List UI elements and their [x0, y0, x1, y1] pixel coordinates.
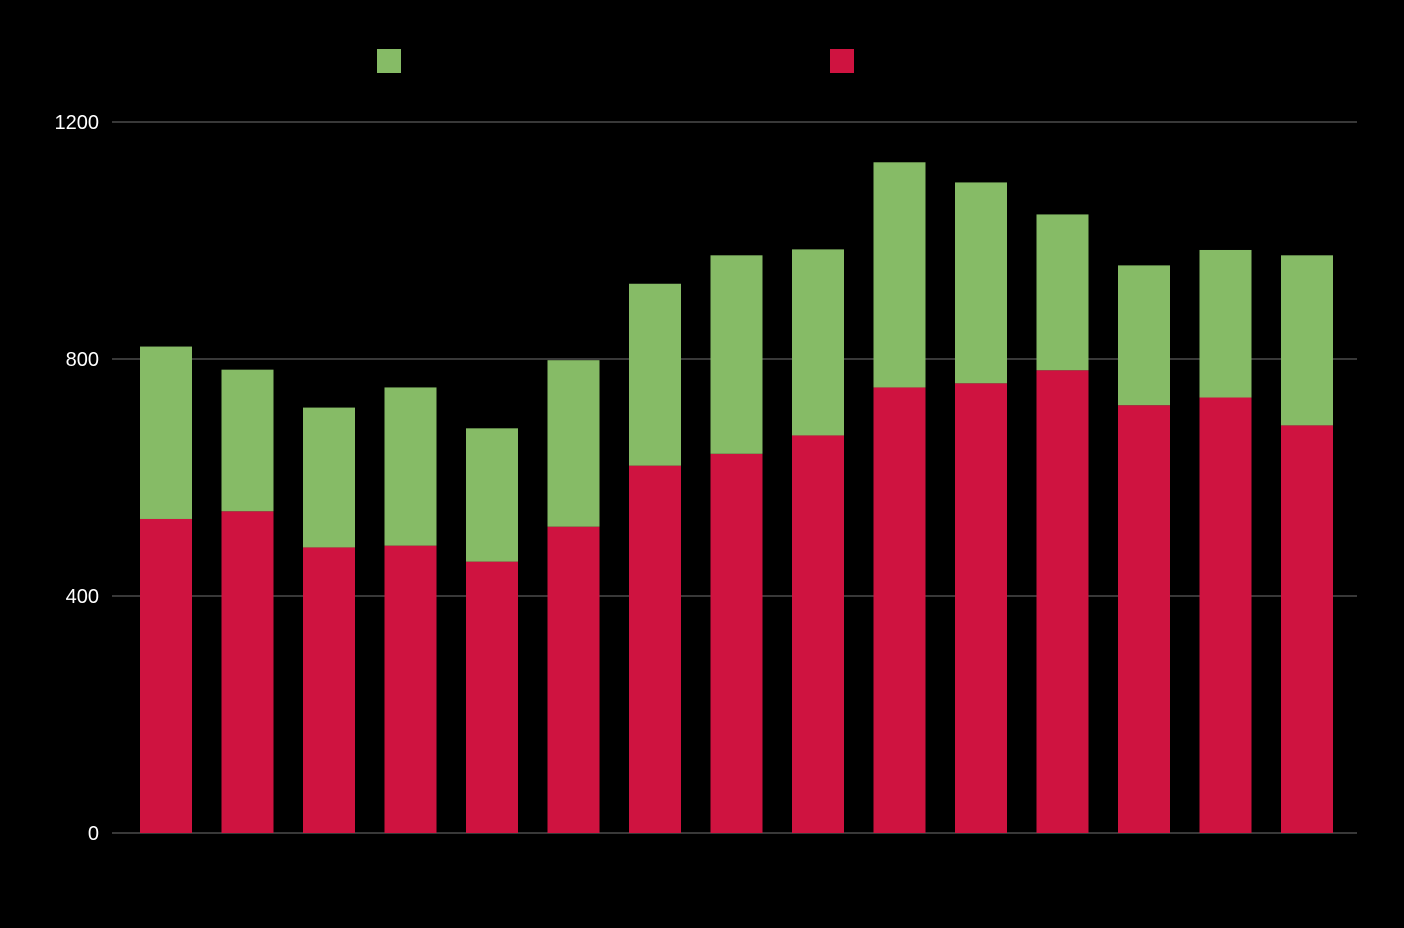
legend — [377, 49, 854, 73]
bar-series-1-9 — [792, 435, 844, 833]
bar-series-2-9 — [792, 249, 844, 436]
bar-series-1-14 — [1199, 397, 1252, 833]
bar-series-1-8 — [710, 453, 763, 833]
bar-series-2-10 — [873, 162, 926, 388]
bar-series-2-1 — [140, 346, 192, 519]
bar-series-2-2 — [221, 369, 274, 512]
bar-series-2-8 — [710, 255, 763, 454]
legend-swatch-series-2 — [377, 49, 401, 73]
y-axis: 0 400 800 1200 — [55, 112, 100, 845]
bar-series-1-12 — [1036, 370, 1089, 833]
bar-series-1-2 — [221, 511, 274, 833]
bar-series-1-4 — [384, 545, 437, 833]
bar-series-2-11 — [955, 182, 1007, 384]
bar-series-1-10 — [873, 387, 926, 833]
y-tick-label-0: 0 — [88, 823, 99, 845]
bar-series-2-15 — [1281, 255, 1333, 426]
bar-series-2-5 — [466, 428, 518, 562]
y-tick-label-400: 400 — [66, 586, 99, 608]
bar-series-2-3 — [303, 407, 355, 548]
bar-series-1-13 — [1118, 405, 1170, 833]
bar-series-1-6 — [547, 526, 600, 833]
bar-series-2-6 — [547, 360, 600, 527]
bar-series-2-12 — [1036, 214, 1089, 371]
bar-series-2-7 — [629, 283, 681, 466]
bar-series-2-4 — [384, 387, 437, 546]
bar-series-1-11 — [955, 383, 1007, 833]
bar-series-1-15 — [1281, 425, 1333, 833]
legend-swatch-series-1 — [830, 49, 854, 73]
bar-series-2-13 — [1118, 265, 1170, 406]
y-tick-label-1200: 1200 — [55, 112, 100, 134]
bars — [140, 162, 1333, 833]
bar-series-2-14 — [1199, 249, 1252, 398]
y-tick-label-800: 800 — [66, 349, 99, 371]
bar-series-1-1 — [140, 518, 192, 833]
bar-series-1-3 — [303, 547, 355, 833]
bar-series-1-7 — [629, 465, 681, 833]
bar-series-1-5 — [466, 561, 518, 833]
